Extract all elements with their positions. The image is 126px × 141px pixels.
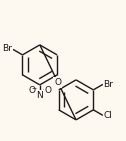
Text: Br: Br [103, 80, 113, 89]
Text: Br: Br [3, 44, 12, 53]
Text: O: O [44, 86, 51, 95]
Text: N: N [36, 91, 43, 100]
Text: Cl: Cl [103, 111, 112, 120]
Text: −: − [31, 85, 37, 90]
Text: O: O [54, 78, 61, 87]
Text: O: O [28, 86, 35, 95]
